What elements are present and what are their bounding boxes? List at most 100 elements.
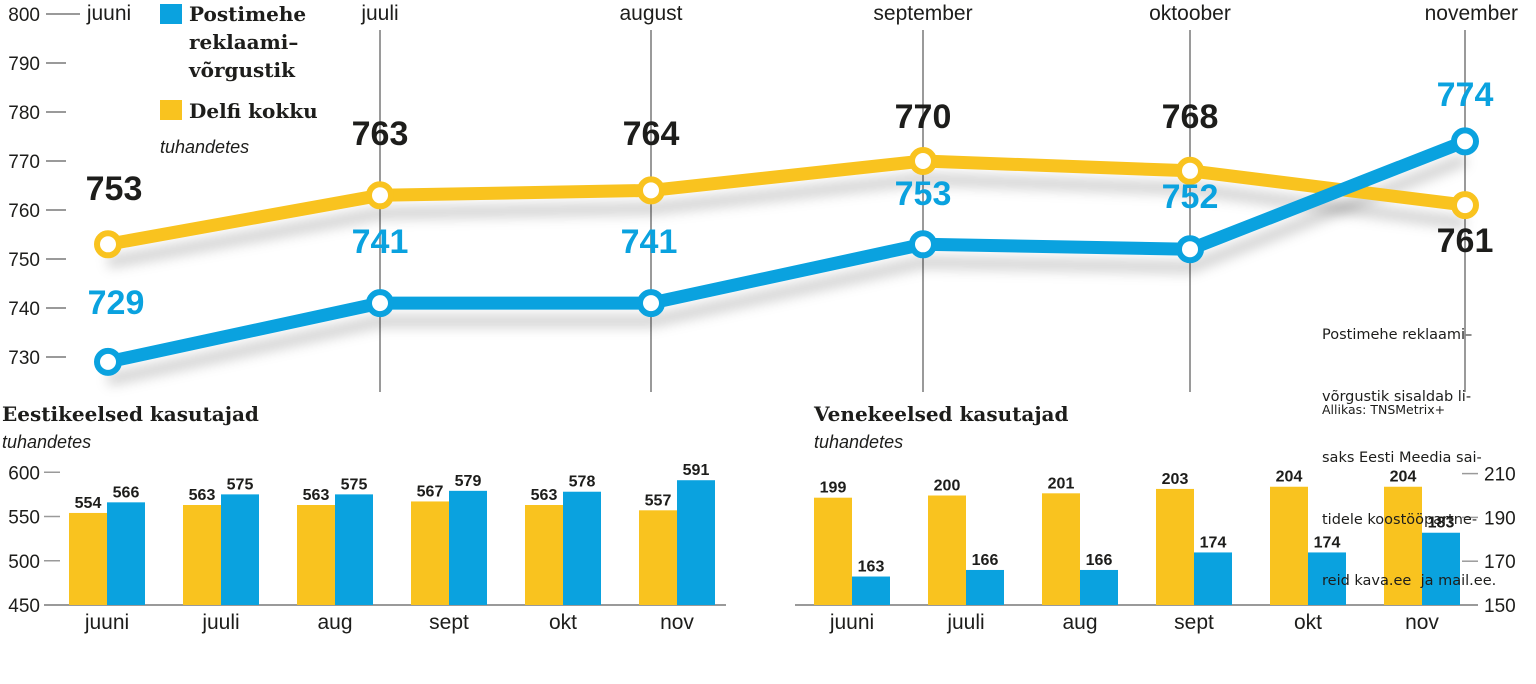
y-tick-label: 550 (8, 508, 40, 529)
data-point-postimees (1176, 235, 1204, 264)
bar-delfi (1156, 488, 1194, 605)
bar-delfi (814, 497, 852, 605)
x-tick-label: juuni (829, 611, 874, 634)
data-point-postimees (637, 289, 665, 318)
bar-postimees (677, 480, 715, 605)
bar-delfi (297, 504, 335, 605)
bar-label-postimees: 575 (341, 476, 368, 493)
data-point-delfi (366, 181, 394, 210)
data-point-postimees (94, 347, 122, 376)
x-tick-label: august (619, 2, 682, 25)
bar-chart-title: Venekeelsed kasutajad (813, 402, 1069, 426)
bar-label-delfi: 200 (934, 478, 961, 495)
legend-swatch-postimees (160, 4, 182, 24)
bar-delfi (928, 495, 966, 605)
unit-label: tuhandetes (160, 137, 249, 157)
bar-postimees (221, 494, 259, 605)
bar-label-postimees: 174 (1200, 534, 1227, 551)
y-tick-label: 800 (8, 5, 40, 26)
bar-label-delfi: 563 (303, 487, 330, 504)
data-label-delfi: 753 (86, 170, 143, 208)
y-tick-label: 770 (8, 152, 40, 173)
bar-label-postimees: 575 (227, 476, 254, 493)
bar-delfi (639, 510, 677, 605)
data-point-delfi (909, 147, 937, 175)
x-tick-label: okt (1294, 611, 1322, 634)
data-label-postimees: 753 (895, 175, 952, 213)
data-point-postimees (1451, 127, 1479, 156)
bar-delfi (69, 512, 107, 605)
y-tick-label: 190 (1484, 508, 1516, 529)
bar-label-delfi: 203 (1162, 471, 1189, 488)
x-tick-label: juuni (84, 611, 129, 634)
bar-postimees (1194, 552, 1232, 605)
bar-postimees (449, 490, 487, 605)
x-tick-label: november (1425, 2, 1518, 25)
series-line-delfi (101, 154, 1472, 251)
y-tick-label: 450 (8, 596, 40, 617)
y-tick-label: 730 (8, 348, 40, 369)
bar-postimees (966, 569, 1004, 605)
line-chart-legend: Postimehe reklaami– võrgustik Delfi kokku tu… (160, 2, 318, 157)
bar-chart-russian-users: Venekeelsed kasutajad tuhandetes 150 170 190… (795, 402, 1516, 634)
series-shadow (106, 153, 1468, 386)
footnote: Postimehe reklaami– võrgustik sisaldab l… (1322, 284, 1532, 612)
data-label-delfi: 764 (623, 115, 680, 153)
bar-label-delfi: 563 (531, 487, 558, 504)
data-point-postimees (909, 230, 937, 259)
x-tick-label: sept (1174, 611, 1214, 634)
bar-label-postimees: 579 (455, 473, 482, 490)
bar-chart-estonian-users: Eestikeelsed kasutajad tuhandetes 450 500 55… (2, 402, 726, 634)
series-shadow (106, 173, 1466, 269)
bar-chart-unit: tuhandetes (814, 432, 903, 452)
footnote-line: võrgustik sisaldab li- (1322, 388, 1472, 405)
line-chart-users-total: 730 740 750 760 770 780 790 800 juuni juuli august… (8, 2, 1518, 392)
y-tick-label: 760 (8, 201, 40, 222)
x-tick-label: oktoober (1149, 2, 1231, 25)
bar-chart-title: Eestikeelsed kasutajad (2, 402, 259, 426)
legend-label-postimees: võrgustik (188, 58, 296, 82)
data-point-delfi (637, 176, 665, 205)
bar-postimees (1080, 569, 1118, 605)
bar-label-postimees: 578 (569, 474, 596, 491)
bar-postimees (1422, 532, 1460, 605)
bar-delfi (1270, 486, 1308, 605)
legend-label-postimees: reklaami– (189, 30, 298, 54)
y-tick-label: 750 (8, 250, 40, 271)
bar-label-delfi: 204 (1390, 469, 1417, 486)
y-tick-label: 740 (8, 299, 40, 320)
bar-delfi (1384, 486, 1422, 605)
series-line-postimees (101, 134, 1472, 369)
data-label-postimees: 752 (1162, 178, 1219, 216)
bar-label-delfi: 199 (820, 480, 847, 497)
bar-label-postimees: 166 (972, 552, 999, 569)
footnote-line: reid kava.ee ja mail.ee. (1322, 573, 1497, 589)
x-tick-label: juuli (946, 611, 984, 634)
bar-delfi (525, 504, 563, 605)
x-tick-label: juuli (360, 2, 398, 25)
x-tick-label: aug (1062, 611, 1097, 634)
x-tick-label: september (873, 2, 972, 25)
x-tick-label: juuli (201, 611, 239, 634)
data-point-delfi (1176, 156, 1204, 185)
x-tick-label: sept (429, 611, 469, 634)
bar-label-postimees: 166 (1086, 552, 1113, 569)
footnote-line: Postimehe reklaami– (1322, 327, 1473, 343)
bar-postimees (852, 576, 890, 605)
bar-delfi (1042, 493, 1080, 605)
y-tick-label: 170 (1484, 552, 1516, 573)
y-tick-label: 790 (8, 54, 40, 75)
data-label-delfi: 770 (895, 98, 952, 136)
y-tick-label: 210 (1484, 465, 1516, 486)
bar-label-delfi: 567 (417, 483, 444, 500)
bar-label-delfi: 201 (1048, 475, 1075, 492)
bar-label-postimees: 174 (1314, 534, 1341, 551)
y-tick-label: 600 (8, 463, 40, 484)
data-label-delfi: 768 (1162, 98, 1219, 136)
bar-delfi (411, 501, 449, 605)
bar-label-postimees: 183 (1428, 515, 1455, 532)
legend-label-postimees: Postimehe (189, 2, 306, 26)
x-tick-label: nov (660, 611, 694, 634)
data-label-postimees: 729 (88, 284, 145, 322)
bar-label-postimees: 566 (113, 484, 140, 501)
